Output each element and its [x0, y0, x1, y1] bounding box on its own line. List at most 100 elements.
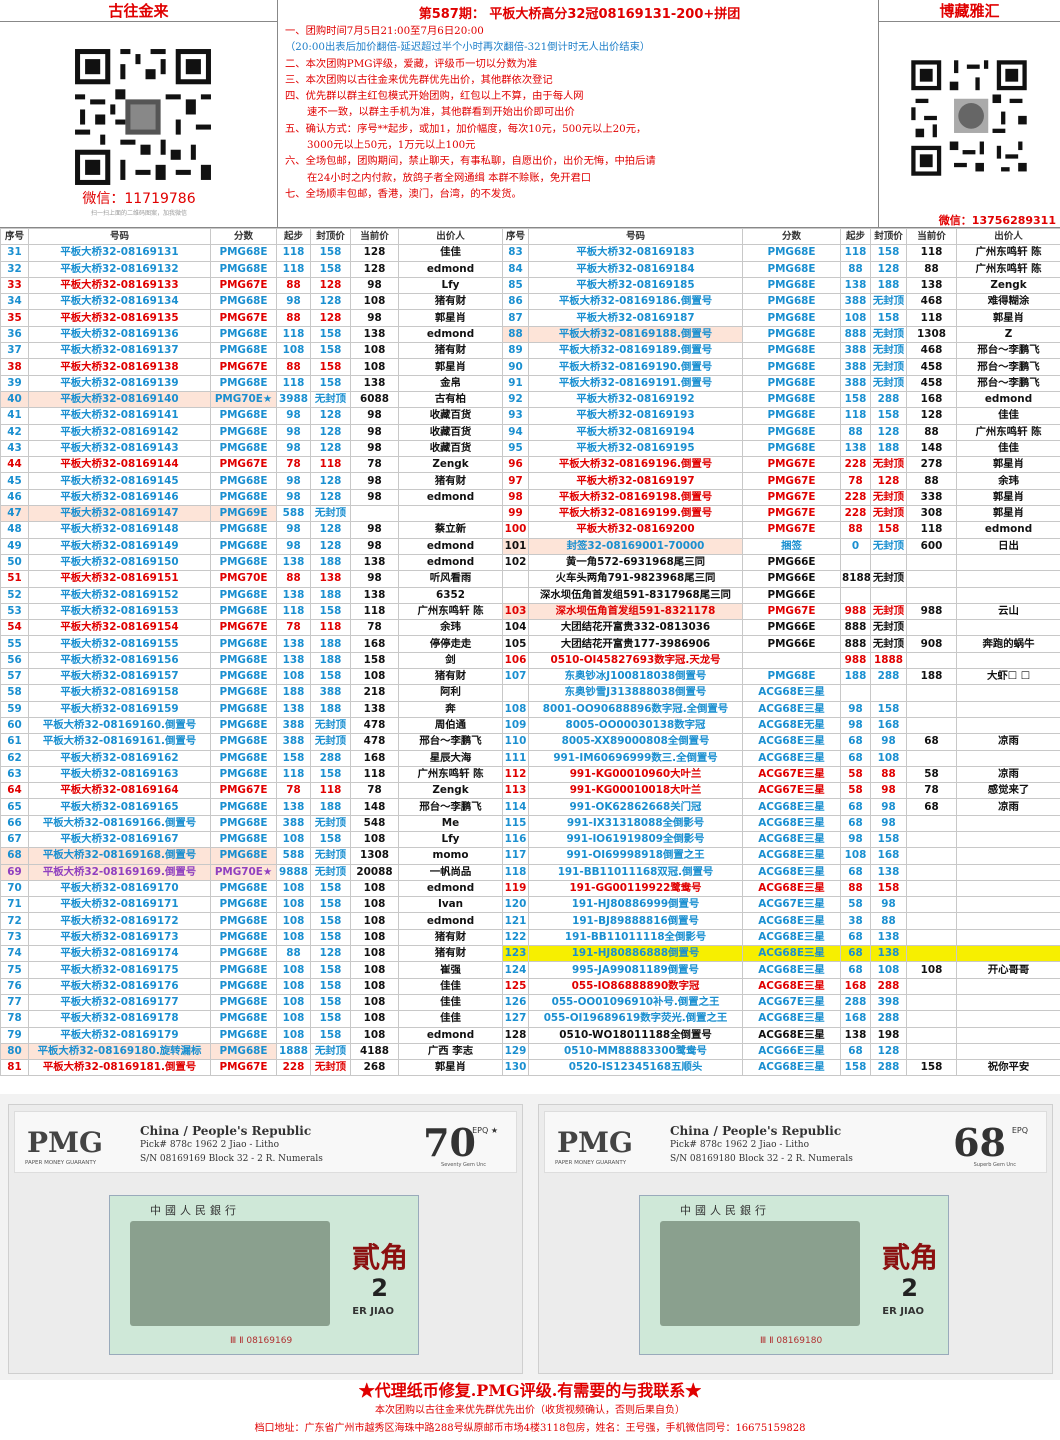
row-bidder[interactable]: 猪有财 — [398, 945, 503, 963]
row-bidder-right[interactable] — [956, 830, 1060, 849]
row-bidder[interactable]: 收藏百货 — [398, 423, 503, 441]
row-bidder-right[interactable] — [956, 1010, 1060, 1028]
row-bidder[interactable]: 郭星肖 — [398, 1059, 503, 1077]
row-bidder[interactable]: edmond — [398, 260, 503, 278]
row-bidder-right[interactable] — [956, 651, 1060, 670]
row-bidder[interactable]: 阿利 — [398, 684, 503, 702]
row-bidder[interactable]: 猪有财 — [398, 668, 503, 686]
row-bidder-right[interactable]: 奔跑的蜗牛 — [956, 635, 1060, 653]
row-bidder[interactable]: edmond — [398, 1026, 503, 1044]
row-bidder[interactable]: 佳佳 — [398, 977, 503, 995]
row-bidder[interactable]: 金帛 — [398, 374, 503, 392]
row-bidder-right[interactable] — [956, 1026, 1060, 1044]
row-bidder-right[interactable]: 广州东鸣轩 陈 — [956, 423, 1060, 441]
row-bidder[interactable]: 猪有财 — [398, 472, 503, 490]
row-bidder[interactable]: 猪有财 — [398, 928, 503, 947]
row-bidder-right[interactable]: 邢台～李鹏飞 — [956, 358, 1060, 376]
row-bidder-right[interactable] — [956, 863, 1060, 881]
row-bidder-right[interactable]: 祝你平安 — [956, 1059, 1060, 1077]
row-bidder[interactable] — [398, 505, 503, 523]
row-bidder[interactable]: 佳佳 — [398, 244, 503, 262]
row-bidder-right[interactable]: 感觉来了 — [956, 782, 1060, 800]
row-bidder[interactable]: 郭星肖 — [398, 309, 503, 327]
row-bidder-right[interactable]: 日出 — [956, 537, 1060, 555]
row-bidder-right[interactable]: 广州东鸣轩 陈 — [956, 260, 1060, 278]
row-bidder-right[interactable]: 邢台～李鹏飞 — [956, 374, 1060, 392]
row-bidder[interactable]: momo — [398, 847, 503, 865]
row-bidder[interactable]: 崔强 — [398, 961, 503, 979]
row-bidder-right[interactable]: 郭星肖 — [956, 488, 1060, 507]
row-bidder[interactable]: 奔 — [398, 700, 503, 718]
row-bidder[interactable]: 邢台～李鹏飞 — [398, 733, 503, 751]
row-bidder[interactable]: 猪有财 — [398, 342, 503, 360]
row-bidder-right[interactable]: 难得糊涂 — [956, 293, 1060, 311]
row-bidder[interactable]: Zengk — [398, 456, 503, 474]
row-bidder-right[interactable]: Z — [956, 325, 1060, 344]
row-bidder[interactable]: Lfy — [398, 830, 503, 849]
row-bidder-right[interactable] — [956, 912, 1060, 930]
row-bidder[interactable]: edmond — [398, 553, 503, 572]
row-bidder[interactable]: edmond — [398, 488, 503, 507]
row-bidder[interactable]: 余玮 — [398, 619, 503, 637]
row-bidder-right[interactable] — [956, 684, 1060, 702]
row-bidder-right[interactable] — [956, 570, 1060, 588]
row-bidder-right[interactable]: 凉雨 — [956, 798, 1060, 816]
row-bidder[interactable]: 佳佳 — [398, 1010, 503, 1028]
row-bidder[interactable]: 邢台～李鹏飞 — [398, 798, 503, 816]
row-bidder[interactable]: edmond — [398, 537, 503, 555]
row-bidder[interactable]: 星辰大海 — [398, 749, 503, 767]
row-bidder-right[interactable] — [956, 700, 1060, 718]
row-bidder-right[interactable] — [956, 1042, 1060, 1061]
row-bidder-right[interactable]: Zengk — [956, 276, 1060, 295]
row-bidder-right[interactable]: edmond — [956, 390, 1060, 409]
row-bidder-right[interactable] — [956, 977, 1060, 995]
row-bidder-right[interactable]: 佳佳 — [956, 407, 1060, 425]
row-bidder[interactable]: 广西 李志 — [398, 1042, 503, 1061]
row-bidder[interactable]: 一帆尚品 — [398, 863, 503, 881]
row-bidder[interactable]: 听风看雨 — [398, 570, 503, 588]
row-bidder[interactable]: Ivan — [398, 896, 503, 914]
row-bidder[interactable]: 猪有财 — [398, 293, 503, 311]
row-bidder[interactable]: 6352 — [398, 586, 503, 604]
row-bidder[interactable]: 剑 — [398, 651, 503, 670]
row-bidder-right[interactable]: 开心哥哥 — [956, 961, 1060, 979]
row-bidder[interactable]: edmond — [398, 879, 503, 898]
row-bidder[interactable]: 广州东鸣轩 陈 — [398, 602, 503, 621]
row-bidder-right[interactable]: 凉雨 — [956, 765, 1060, 784]
row-bidder[interactable]: 蔡立新 — [398, 521, 503, 539]
row-bidder[interactable]: edmond — [398, 325, 503, 344]
row-bidder-right[interactable] — [956, 928, 1060, 947]
row-bidder-right[interactable]: 邢台～李鹏飞 — [956, 342, 1060, 360]
row-bidder-right[interactable]: 凉雨 — [956, 733, 1060, 751]
row-bidder[interactable]: 广州东鸣轩 陈 — [398, 765, 503, 784]
row-bidder[interactable]: Lfy — [398, 276, 503, 295]
row-bidder-right[interactable] — [956, 814, 1060, 832]
row-bidder[interactable]: edmond — [398, 912, 503, 930]
row-bidder-right[interactable] — [956, 945, 1060, 963]
row-bidder[interactable]: 收藏百货 — [398, 439, 503, 458]
row-bidder-right[interactable]: 郭星肖 — [956, 456, 1060, 474]
slab-left[interactable]: PMG PAPER MONEY GUARANTY China / People'… — [8, 1104, 523, 1374]
row-bidder[interactable]: 郭星肖 — [398, 358, 503, 376]
row-bidder-right[interactable] — [956, 993, 1060, 1012]
qr-code-right[interactable] — [907, 56, 1031, 180]
row-bidder-right[interactable] — [956, 879, 1060, 898]
row-bidder-right[interactable]: 余玮 — [956, 472, 1060, 490]
row-bidder-right[interactable]: 郭星肖 — [956, 505, 1060, 523]
row-bidder-right[interactable]: edmond — [956, 521, 1060, 539]
row-bidder-right[interactable]: 云山 — [956, 602, 1060, 621]
row-bidder[interactable]: 佳佳 — [398, 993, 503, 1012]
row-bidder[interactable]: Me — [398, 814, 503, 832]
row-bidder-right[interactable]: 大虾☐ ☐ — [956, 668, 1060, 686]
row-bidder-right[interactable] — [956, 716, 1060, 735]
qr-code-left[interactable] — [70, 44, 216, 190]
row-bidder-right[interactable] — [956, 896, 1060, 914]
row-bidder-right[interactable]: 郭星肖 — [956, 309, 1060, 327]
row-bidder-right[interactable] — [956, 749, 1060, 767]
row-bidder[interactable]: 收藏百货 — [398, 407, 503, 425]
row-bidder-right[interactable]: 广州东鸣轩 陈 — [956, 244, 1060, 262]
row-bidder-right[interactable]: 佳佳 — [956, 439, 1060, 458]
row-bidder-right[interactable] — [956, 847, 1060, 865]
row-bidder[interactable]: 周伯通 — [398, 716, 503, 735]
row-bidder-right[interactable] — [956, 553, 1060, 572]
